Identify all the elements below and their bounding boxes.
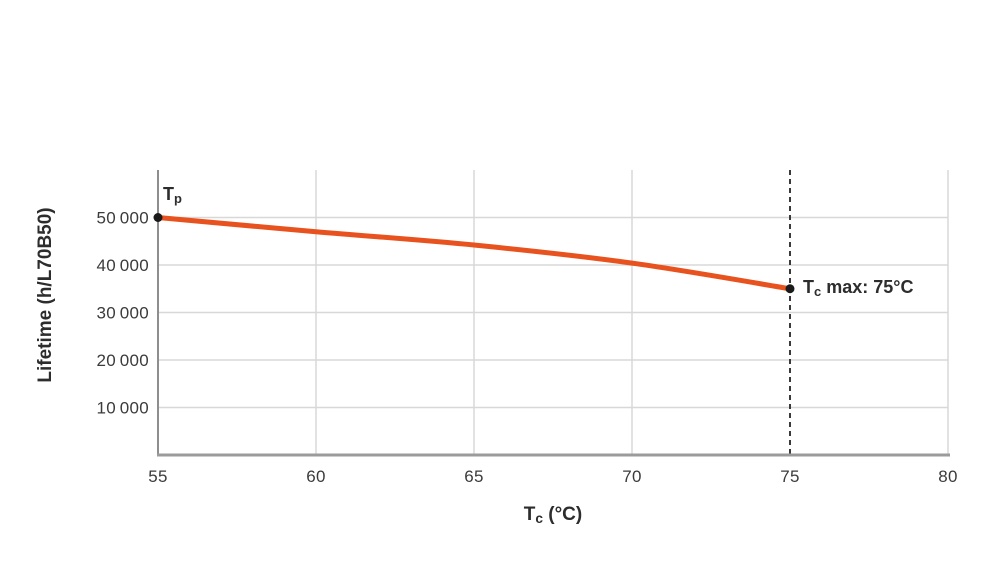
x-axis-label-rest: (°C) (542, 504, 583, 525)
lifetime-curve (155, 215, 793, 292)
x-tick-label: 75 (780, 467, 800, 486)
annotation-tc-max-main: T (803, 276, 814, 297)
x-axis-label-sub: c (535, 511, 543, 526)
x-axis-label-main: T (523, 504, 536, 525)
y-tick-label: 20 000 (97, 351, 149, 370)
x-tick-label: 55 (148, 467, 168, 486)
y-tick-label: 30 000 (97, 304, 149, 323)
data-point-marker (785, 284, 795, 294)
x-tick-label: 60 (306, 467, 326, 486)
annotation-tc-max-rest: max: 75°C (821, 276, 914, 297)
annotation-tc-max-sub: c (814, 283, 822, 299)
annotation-tp-sub: p (174, 190, 182, 206)
data-point-marker (153, 213, 163, 222)
x-tick-label: 70 (622, 467, 642, 486)
annotation-tc-max: Tc max: 75°C (803, 277, 913, 300)
annotation-tp-main: T (163, 183, 174, 204)
annotation-tp: Tp (163, 184, 182, 207)
x-tick-label: 65 (464, 467, 484, 486)
y-tick-label: 40 000 (97, 256, 149, 275)
x-tick-label: 80 (938, 467, 958, 486)
y-tick-label: 50 000 (97, 209, 149, 228)
x-axis-label: Tc (°C) (524, 504, 582, 526)
y-axis-label: Lifetime (h/L70B50) (35, 206, 56, 383)
y-tick-label: 10 000 (97, 399, 149, 418)
